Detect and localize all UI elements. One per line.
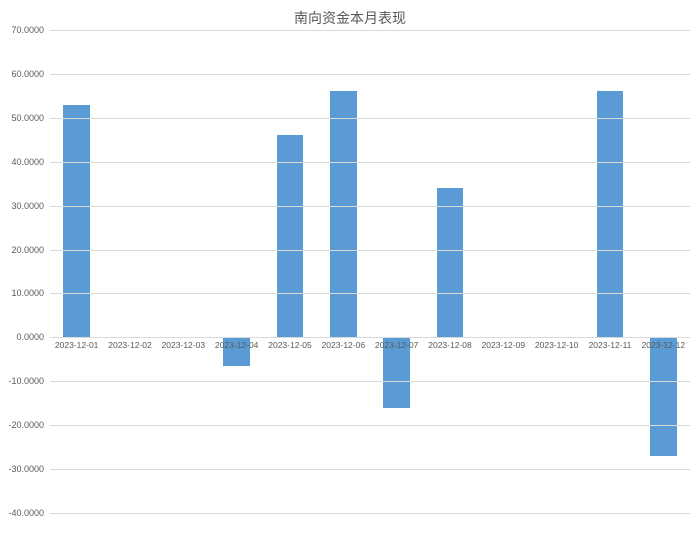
gridline xyxy=(50,293,690,294)
chart-title: 南向资金本月表现 xyxy=(0,8,700,28)
bar-slot: 2023-12-07 xyxy=(370,30,423,513)
gridline xyxy=(50,118,690,119)
bar-slot: 2023-12-09 xyxy=(477,30,530,513)
bar-slot: 2023-12-08 xyxy=(423,30,476,513)
y-axis-label: 70.0000 xyxy=(11,25,50,35)
gridline xyxy=(50,469,690,470)
x-axis-label: 2023-12-01 xyxy=(50,340,103,350)
bar xyxy=(597,91,624,337)
bars-region: 2023-12-012023-12-022023-12-032023-12-04… xyxy=(50,30,690,513)
bar-slot: 2023-12-12 xyxy=(637,30,690,513)
gridline xyxy=(50,513,690,514)
y-axis-label: -10.0000 xyxy=(8,376,50,386)
bar-slot: 2023-12-01 xyxy=(50,30,103,513)
x-axis-label: 2023-12-05 xyxy=(263,340,316,350)
bar-slot: 2023-12-05 xyxy=(263,30,316,513)
x-axis-label: 2023-12-08 xyxy=(423,340,476,350)
y-axis-label: 30.0000 xyxy=(11,201,50,211)
chart-container: 南向资金本月表现 2023-12-012023-12-022023-12-032… xyxy=(0,0,700,533)
x-axis-label: 2023-12-03 xyxy=(157,340,210,350)
y-axis-label: -30.0000 xyxy=(8,464,50,474)
x-axis-label: 2023-12-02 xyxy=(103,340,156,350)
gridline xyxy=(50,74,690,75)
x-axis-label: 2023-12-04 xyxy=(210,340,263,350)
plot-area: 2023-12-012023-12-022023-12-032023-12-04… xyxy=(50,30,690,513)
gridline xyxy=(50,425,690,426)
bar xyxy=(437,188,464,337)
x-axis-label: 2023-12-07 xyxy=(370,340,423,350)
bar-slot: 2023-12-03 xyxy=(157,30,210,513)
bar xyxy=(63,105,90,338)
y-axis-label: 20.0000 xyxy=(11,245,50,255)
x-axis-label: 2023-12-12 xyxy=(637,340,690,350)
bar-slot: 2023-12-04 xyxy=(210,30,263,513)
x-axis-label: 2023-12-09 xyxy=(477,340,530,350)
bar-slot: 2023-12-02 xyxy=(103,30,156,513)
y-axis-label: 0.0000 xyxy=(16,332,50,342)
bar-slot: 2023-12-06 xyxy=(317,30,370,513)
y-axis-label: 60.0000 xyxy=(11,69,50,79)
gridline xyxy=(50,162,690,163)
y-axis-label: -20.0000 xyxy=(8,420,50,430)
x-axis-label: 2023-12-11 xyxy=(583,340,636,350)
bar xyxy=(330,91,357,337)
x-axis-label: 2023-12-06 xyxy=(317,340,370,350)
gridline xyxy=(50,30,690,31)
y-axis-label: 10.0000 xyxy=(11,288,50,298)
x-axis-label: 2023-12-10 xyxy=(530,340,583,350)
y-axis-label: 40.0000 xyxy=(11,157,50,167)
gridline xyxy=(50,250,690,251)
gridline xyxy=(50,381,690,382)
gridline xyxy=(50,206,690,207)
y-axis-label: -40.0000 xyxy=(8,508,50,518)
bar xyxy=(277,135,304,337)
bar-slot: 2023-12-10 xyxy=(530,30,583,513)
y-axis-label: 50.0000 xyxy=(11,113,50,123)
bar-slot: 2023-12-11 xyxy=(583,30,636,513)
gridline xyxy=(50,337,690,338)
bar xyxy=(650,337,677,456)
